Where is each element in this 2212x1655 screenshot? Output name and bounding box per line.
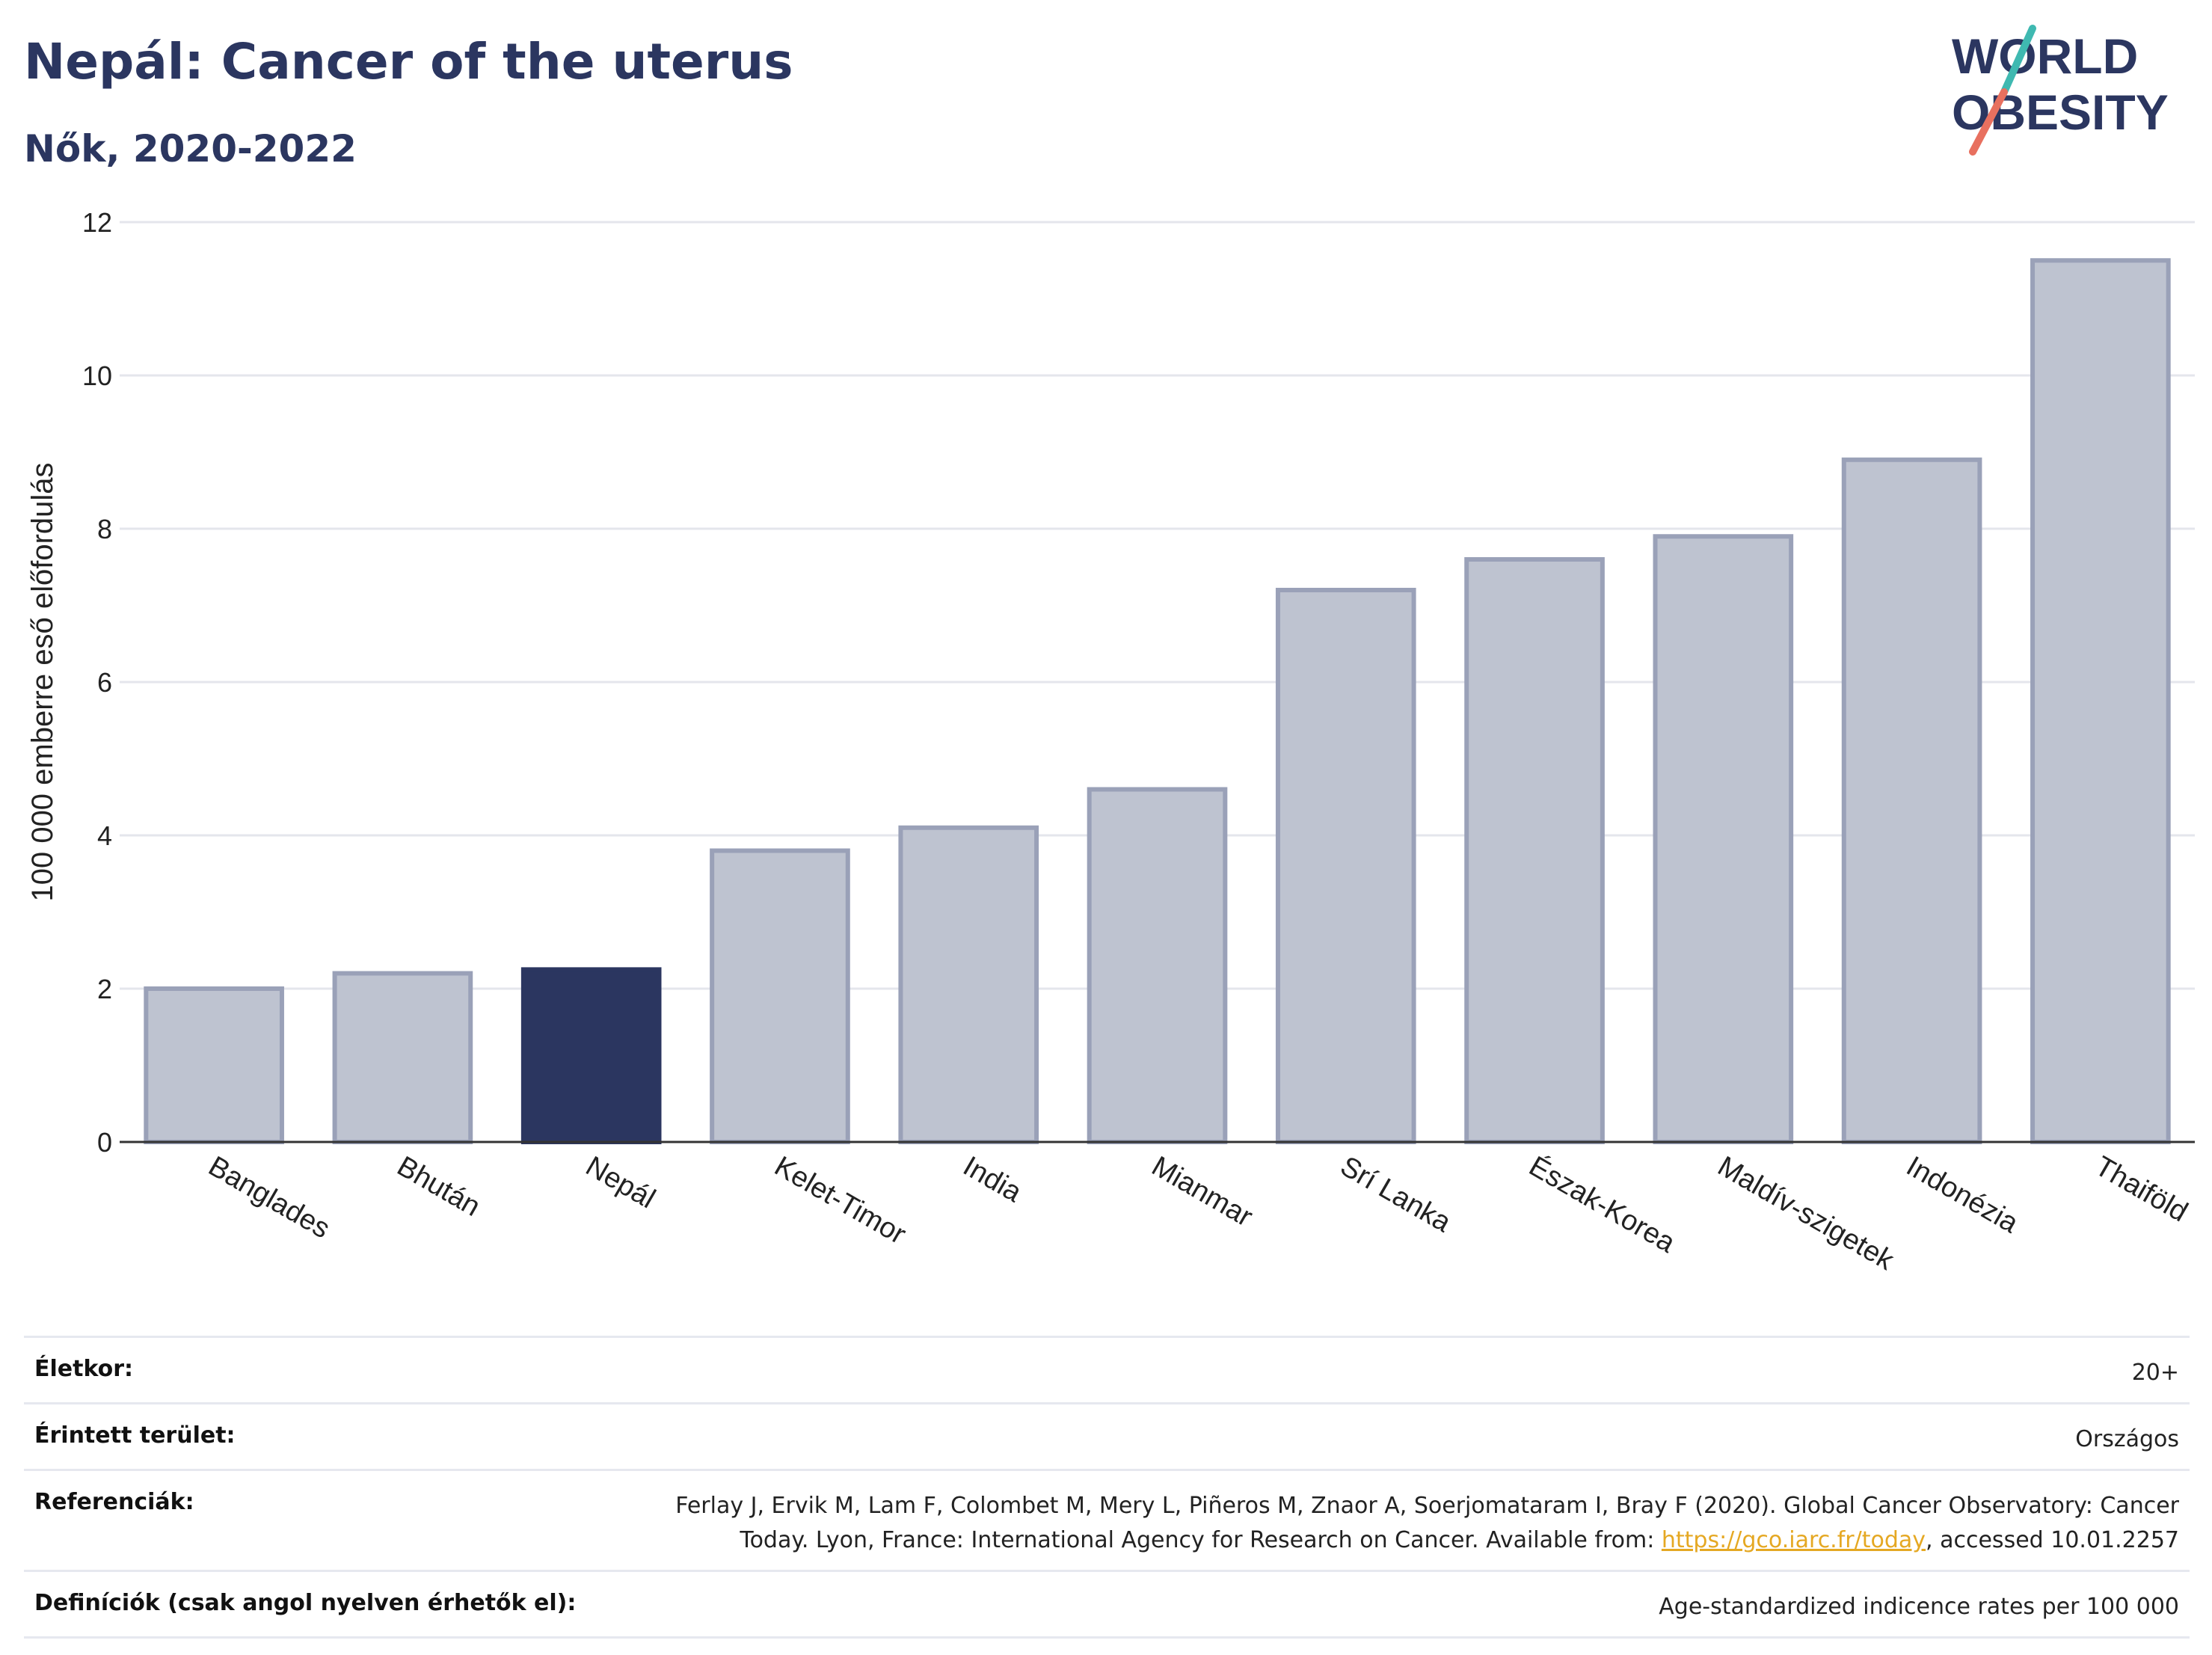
y-tick-label: 6 [97, 667, 112, 698]
bar-Mianmar [1087, 787, 1228, 1144]
y-tick-label: 4 [97, 820, 112, 851]
bar-Maldív-szigetek [1653, 534, 1794, 1144]
x-tick-label: Banglades [203, 1150, 336, 1244]
reference-link[interactable]: https://gco.iarc.fr/today [1661, 1527, 1926, 1553]
x-tick-label: Mianmar [1146, 1150, 1258, 1232]
x-tick-label: India [958, 1150, 1027, 1209]
y-tick-label: 12 [82, 207, 112, 238]
x-tick-label: Észak-Korea [1524, 1150, 1682, 1259]
x-tick-label: Srí Lanka [1335, 1150, 1457, 1238]
y-tick-label: 2 [97, 974, 112, 1004]
bar-chart: 0 2 4 6 8 10 12 Banglades Bhután Nepál Kelet-Timo… [26, 207, 2195, 1277]
meta-row-definitions: Definíciók (csak angol nyelven érhetők e… [24, 1570, 2190, 1639]
age-label: Életkor: [34, 1356, 134, 1382]
bars [144, 258, 2171, 1144]
bar-Észak-Korea [1464, 557, 1605, 1144]
bar-Kelet-Timor [710, 848, 850, 1144]
references-value: Ferlay J, Ervik M, Lam F, Colombet M, Me… [675, 1489, 2179, 1558]
y-axis-ticks: 0 2 4 6 8 10 12 [82, 207, 112, 1158]
y-axis-label: 100 000 emberre eső előfordulás [26, 462, 59, 901]
bar-Nepál [520, 967, 662, 1144]
bar-Banglades [144, 986, 284, 1144]
x-tick-label: Indonézia [1901, 1150, 2024, 1239]
x-tick-label: Kelet-Timor [769, 1150, 911, 1250]
bar-Bhután [332, 971, 473, 1144]
meta-row-area: Érintett terület: Országos [24, 1402, 2190, 1469]
area-value: Országos [2075, 1426, 2179, 1452]
metadata-table: Életkor: 20+ Érintett terület: Országos … [24, 1336, 2190, 1639]
bar-Srí Lanka [1275, 588, 1416, 1144]
y-tick-label: 10 [82, 360, 112, 391]
definitions-label: Definíciók (csak angol nyelven érhetők e… [34, 1590, 577, 1616]
references-label: Referenciák: [34, 1489, 194, 1515]
meta-row-age: Életkor: 20+ [24, 1336, 2190, 1402]
x-axis-ticks: Banglades Bhután Nepál Kelet-Timor India Mian… [203, 1150, 2193, 1277]
bar-India [898, 825, 1039, 1144]
x-tick-label: Nepál [580, 1150, 660, 1215]
bar-Indonézia [1841, 457, 1982, 1144]
age-value: 20+ [2131, 1360, 2179, 1386]
logo-word-world: WORLD [1952, 28, 2138, 84]
y-tick-label: 8 [97, 514, 112, 544]
definitions-value: Age-standardized indicence rates per 100… [1659, 1594, 2179, 1620]
chart-title: Nepál: Cancer of the uterus [24, 33, 793, 90]
y-tick-label: 0 [97, 1127, 112, 1158]
reference-line-1: Ferlay J, Ervik M, Lam F, Colombet M, Me… [675, 1493, 2179, 1519]
world-obesity-logo: WORLD OBESITY [1952, 25, 2169, 156]
chart-subtitle: Nők, 2020-2022 [24, 127, 357, 171]
meta-row-references: Referenciák: Ferlay J, Ervik M, Lam F, C… [24, 1469, 2190, 1570]
x-tick-label: Thaiföld [2089, 1150, 2193, 1228]
reference-accessed: , accessed 10.01.2257 [1926, 1527, 2179, 1553]
bar-Thaiföld [2030, 258, 2171, 1144]
x-tick-label: Bhután [392, 1150, 485, 1223]
reference-line-2: Today. Lyon, France: International Agenc… [740, 1527, 1662, 1553]
area-label: Érintett terület: [34, 1422, 236, 1449]
x-tick-label: Maldív-szigetek [1712, 1150, 1899, 1277]
